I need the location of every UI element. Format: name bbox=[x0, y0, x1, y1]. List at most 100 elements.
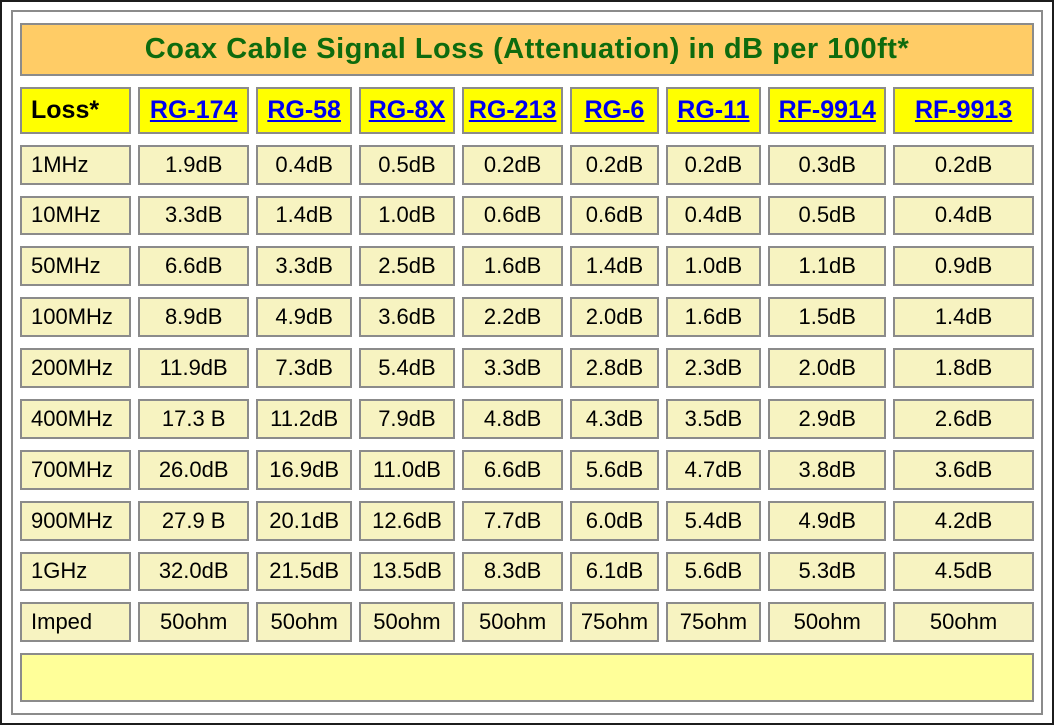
data-cell: 11.2dB bbox=[256, 398, 353, 439]
column-header-rg-11: RG-11 bbox=[665, 87, 762, 134]
column-header-rf-9914: RF-9914 bbox=[768, 87, 887, 134]
data-cell: 1.4dB bbox=[893, 297, 1034, 338]
column-link-rg-174[interactable]: RG-174 bbox=[149, 95, 238, 124]
data-cell: 50ohm bbox=[138, 602, 250, 643]
data-cell: 2.8dB bbox=[570, 348, 659, 388]
data-cell: 2.6dB bbox=[893, 398, 1034, 439]
data-cell: 0.4dB bbox=[665, 195, 762, 236]
column-link-rf-9914[interactable]: RF-9914 bbox=[778, 95, 876, 124]
data-cell: 3.5dB bbox=[665, 398, 762, 439]
column-header-rg-6: RG-6 bbox=[570, 87, 659, 134]
data-cell: 5.4dB bbox=[359, 348, 455, 388]
data-cell: 5.3dB bbox=[768, 551, 887, 592]
corner-header-loss: Loss* bbox=[20, 87, 132, 134]
data-cell: 4.9dB bbox=[768, 500, 887, 541]
data-cell: 1.8dB bbox=[893, 348, 1034, 388]
data-cell: 5.6dB bbox=[665, 551, 762, 592]
data-cell: 2.3dB bbox=[665, 348, 762, 388]
data-cell: 1.4dB bbox=[570, 246, 659, 287]
data-cell: 0.2dB bbox=[461, 144, 564, 185]
data-cell: 50ohm bbox=[893, 602, 1034, 643]
data-cell: 1.1dB bbox=[768, 246, 887, 287]
row-label: Imped bbox=[20, 602, 132, 643]
column-link-rg-6[interactable]: RG-6 bbox=[584, 95, 645, 124]
data-cell: 4.7dB bbox=[665, 449, 762, 490]
row-label: 1GHz bbox=[20, 551, 132, 592]
data-cell: 17.3 B bbox=[138, 398, 250, 439]
data-cell: 0.5dB bbox=[768, 195, 887, 236]
data-cell: 0.3dB bbox=[768, 144, 887, 185]
table-row: 100MHz 8.9dB 4.9dB 3.6dB 2.2dB 2.0dB 1.6… bbox=[20, 297, 1034, 338]
data-cell: 4.5dB bbox=[893, 551, 1034, 592]
row-label: 10MHz bbox=[20, 195, 132, 236]
column-link-rg-8x[interactable]: RG-8X bbox=[368, 95, 446, 124]
data-cell: 7.3dB bbox=[256, 348, 353, 388]
data-cell: 13.5dB bbox=[359, 551, 455, 592]
data-cell: 6.6dB bbox=[461, 449, 564, 490]
data-cell: 7.9dB bbox=[359, 398, 455, 439]
data-cell: 0.2dB bbox=[893, 144, 1034, 185]
column-header-rf-9913: RF-9913 bbox=[893, 87, 1034, 134]
row-label: 200MHz bbox=[20, 348, 132, 388]
column-link-rg-11[interactable]: RG-11 bbox=[677, 95, 750, 124]
footer-note-cell bbox=[20, 653, 1034, 702]
data-cell: 0.6dB bbox=[570, 195, 659, 236]
data-cell: 3.3dB bbox=[461, 348, 564, 388]
data-cell: 20.1dB bbox=[256, 500, 353, 541]
data-cell: 6.6dB bbox=[138, 246, 250, 287]
data-cell: 1.5dB bbox=[768, 297, 887, 338]
data-cell: 5.4dB bbox=[665, 500, 762, 541]
data-cell: 26.0dB bbox=[138, 449, 250, 490]
data-cell: 6.0dB bbox=[570, 500, 659, 541]
data-cell: 2.9dB bbox=[768, 398, 887, 439]
column-link-rg-213[interactable]: RG-213 bbox=[468, 95, 557, 124]
table-row: 10MHz 3.3dB 1.4dB 1.0dB 0.6dB 0.6dB 0.4d… bbox=[20, 195, 1034, 236]
data-cell: 4.9dB bbox=[256, 297, 353, 338]
table-title: Coax Cable Signal Loss (Attenuation) in … bbox=[20, 23, 1034, 77]
data-cell: 11.9dB bbox=[138, 348, 250, 388]
column-header-rg-174: RG-174 bbox=[138, 87, 250, 134]
data-cell: 50ohm bbox=[359, 602, 455, 643]
data-cell: 11.0dB bbox=[359, 449, 455, 490]
row-label: 1MHz bbox=[20, 144, 132, 185]
data-cell: 2.0dB bbox=[768, 348, 887, 388]
data-cell: 5.6dB bbox=[570, 449, 659, 490]
column-header-rg-213: RG-213 bbox=[461, 87, 564, 134]
data-cell: 32.0dB bbox=[138, 551, 250, 592]
row-label: 50MHz bbox=[20, 246, 132, 287]
data-cell: 16.9dB bbox=[256, 449, 353, 490]
row-label: 100MHz bbox=[20, 297, 132, 338]
row-label: 700MHz bbox=[20, 449, 132, 490]
data-cell: 0.6dB bbox=[461, 195, 564, 236]
data-cell: 8.9dB bbox=[138, 297, 250, 338]
data-cell: 50ohm bbox=[461, 602, 564, 643]
data-cell: 4.8dB bbox=[461, 398, 564, 439]
column-link-rg-58[interactable]: RG-58 bbox=[267, 95, 341, 124]
title-row: Coax Cable Signal Loss (Attenuation) in … bbox=[20, 23, 1034, 77]
data-cell: 0.2dB bbox=[665, 144, 762, 185]
header-row: Loss* RG-174 RG-58 RG-8X RG-213 RG-6 RG-… bbox=[20, 87, 1034, 134]
data-cell: 4.2dB bbox=[893, 500, 1034, 541]
data-cell: 3.6dB bbox=[893, 449, 1034, 490]
table-row: 50MHz 6.6dB 3.3dB 2.5dB 1.6dB 1.4dB 1.0d… bbox=[20, 246, 1034, 287]
column-header-rg-58: RG-58 bbox=[256, 87, 353, 134]
row-label: 400MHz bbox=[20, 398, 132, 439]
table-row: 1MHz 1.9dB 0.4dB 0.5dB 0.2dB 0.2dB 0.2dB… bbox=[20, 144, 1034, 185]
table-row: 400MHz 17.3 B 11.2dB 7.9dB 4.8dB 4.3dB 3… bbox=[20, 398, 1034, 439]
data-cell: 8.3dB bbox=[461, 551, 564, 592]
data-cell: 3.3dB bbox=[138, 195, 250, 236]
column-link-rf-9913[interactable]: RF-9913 bbox=[914, 95, 1013, 124]
data-cell: 3.8dB bbox=[768, 449, 887, 490]
row-label: 900MHz bbox=[20, 500, 132, 541]
data-cell: 1.0dB bbox=[359, 195, 455, 236]
table-row: 200MHz 11.9dB 7.3dB 5.4dB 3.3dB 2.8dB 2.… bbox=[20, 348, 1034, 388]
data-cell: 4.3dB bbox=[570, 398, 659, 439]
table-row: 900MHz 27.9 B 20.1dB 12.6dB 7.7dB 6.0dB … bbox=[20, 500, 1034, 541]
data-cell: 6.1dB bbox=[570, 551, 659, 592]
data-cell: 27.9 B bbox=[138, 500, 250, 541]
data-cell: 50ohm bbox=[768, 602, 887, 643]
table-row: 700MHz 26.0dB 16.9dB 11.0dB 6.6dB 5.6dB … bbox=[20, 449, 1034, 490]
data-cell: 2.2dB bbox=[461, 297, 564, 338]
data-cell: 7.7dB bbox=[461, 500, 564, 541]
